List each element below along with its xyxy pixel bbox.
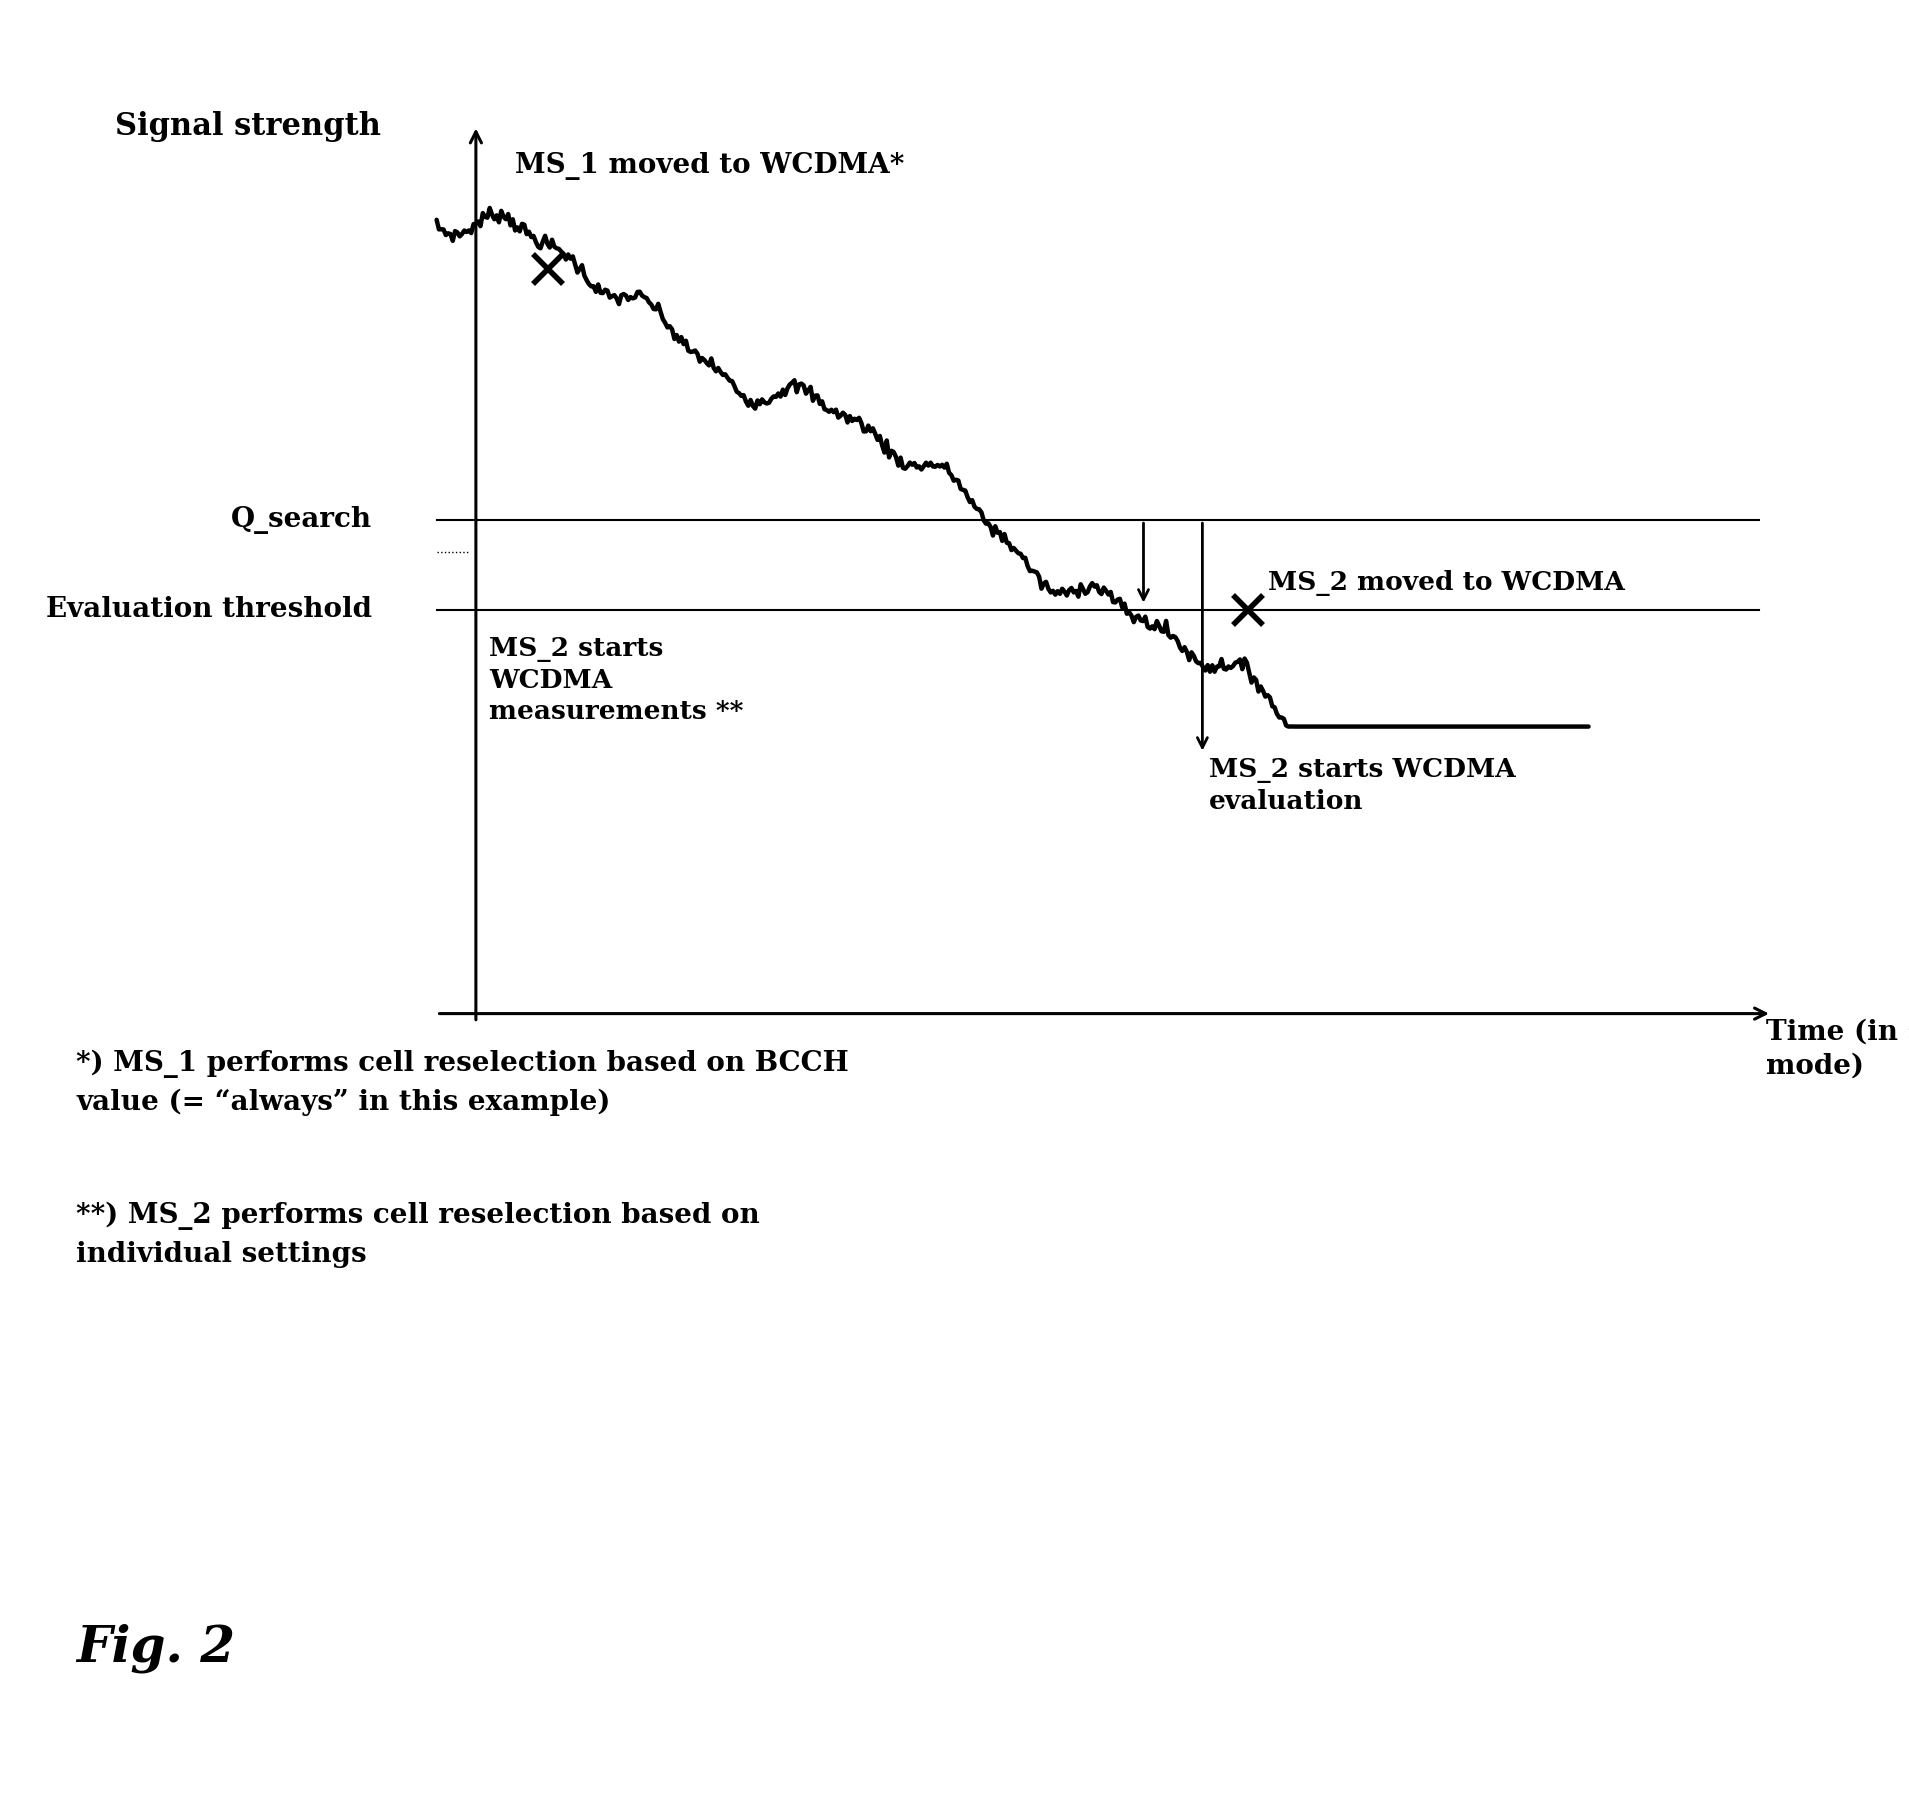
Text: Q_search: Q_search (231, 506, 372, 535)
Text: MS_2 starts WCDMA
evaluation: MS_2 starts WCDMA evaluation (1208, 757, 1516, 814)
Text: Fig. 2: Fig. 2 (76, 1624, 235, 1674)
Text: MS_2 moved to WCDMA: MS_2 moved to WCDMA (1268, 570, 1625, 596)
Text: MS_2 starts
WCDMA
measurements **: MS_2 starts WCDMA measurements ** (489, 637, 743, 723)
Text: **) MS_2 performs cell reselection based on
individual settings: **) MS_2 performs cell reselection based… (76, 1202, 760, 1268)
Text: MS_1 moved to WCDMA*: MS_1 moved to WCDMA* (515, 152, 905, 181)
Text: Time (in state idle
mode): Time (in state idle mode) (1766, 1019, 1909, 1080)
Text: Signal strength: Signal strength (115, 111, 380, 142)
Text: *) MS_1 performs cell reselection based on BCCH
value (= “always” in this exampl: *) MS_1 performs cell reselection based … (76, 1049, 850, 1116)
Text: Evaluation threshold: Evaluation threshold (46, 596, 372, 624)
